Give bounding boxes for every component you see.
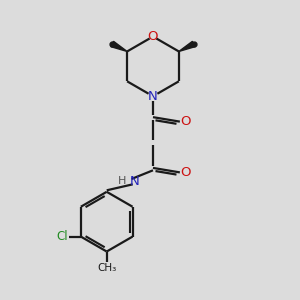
Text: CH₃: CH₃ — [97, 263, 116, 273]
Polygon shape — [111, 41, 127, 52]
Text: N: N — [148, 90, 158, 103]
Text: H: H — [118, 176, 127, 186]
Text: O: O — [181, 115, 191, 128]
Polygon shape — [179, 41, 195, 52]
Text: O: O — [148, 30, 158, 43]
Text: Cl: Cl — [56, 230, 68, 243]
Text: N: N — [130, 175, 140, 188]
Text: O: O — [181, 166, 191, 179]
